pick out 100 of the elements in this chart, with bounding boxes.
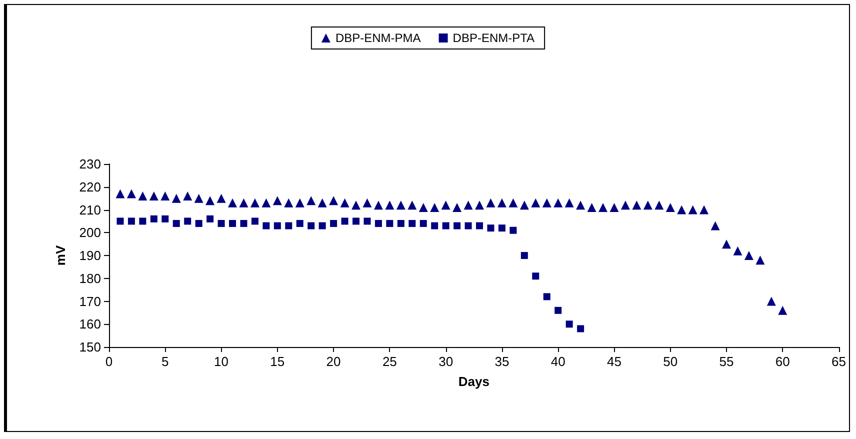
- point: [620, 200, 630, 210]
- point: [396, 200, 406, 210]
- point: [486, 198, 496, 208]
- point: [251, 218, 258, 225]
- point: [262, 198, 271, 208]
- point: [229, 220, 236, 227]
- point: [128, 218, 135, 225]
- point: [160, 192, 170, 201]
- legend-label: DBP-ENM-PTA: [452, 31, 535, 45]
- y-tick-label: 210: [79, 202, 101, 218]
- point: [116, 189, 125, 198]
- y-tick-label: 230: [79, 156, 101, 172]
- point: [464, 200, 473, 210]
- x-tick-label: 50: [663, 354, 678, 369]
- point: [250, 198, 260, 208]
- point: [576, 200, 586, 210]
- point: [184, 218, 192, 225]
- y-tick-label: 170: [79, 294, 101, 309]
- point: [150, 215, 158, 222]
- point: [598, 202, 608, 212]
- point: [454, 222, 461, 230]
- point: [464, 222, 472, 230]
- point: [138, 192, 148, 201]
- point: [296, 220, 304, 227]
- point: [194, 194, 204, 203]
- point: [532, 272, 540, 280]
- x-tick-label: 10: [214, 354, 229, 369]
- point: [543, 293, 550, 300]
- x-tick-label: 25: [382, 354, 397, 369]
- point: [228, 198, 237, 208]
- y-tick-label: 180: [79, 270, 101, 286]
- point: [688, 205, 698, 214]
- point: [341, 218, 348, 225]
- point: [654, 200, 664, 210]
- point: [218, 220, 225, 227]
- point: [744, 251, 754, 260]
- point: [340, 198, 350, 208]
- point: [442, 222, 450, 230]
- point: [710, 221, 720, 230]
- point: [610, 202, 619, 212]
- x-tick-label: 30: [438, 354, 454, 369]
- point: [520, 252, 528, 259]
- point: [778, 306, 788, 315]
- point: [566, 320, 573, 328]
- point: [542, 198, 552, 208]
- point: [374, 220, 382, 227]
- point: [116, 218, 124, 225]
- point: [206, 196, 215, 206]
- point: [183, 192, 192, 201]
- point: [139, 218, 146, 225]
- x-tick-label: 20: [326, 354, 341, 369]
- point: [352, 218, 360, 225]
- point: [520, 200, 529, 210]
- point: [240, 220, 248, 227]
- point: [498, 224, 506, 232]
- point: [318, 222, 326, 230]
- point: [766, 296, 776, 306]
- x-tick-label: 45: [606, 354, 622, 369]
- x-tick-label: 60: [775, 354, 790, 369]
- point: [431, 222, 438, 230]
- point: [452, 202, 462, 212]
- point: [330, 220, 338, 227]
- point: [308, 222, 315, 230]
- point: [329, 196, 338, 206]
- point: [318, 198, 327, 208]
- point: [554, 306, 562, 314]
- point: [418, 202, 428, 212]
- legend-label: DBP-ENM-PMA: [335, 31, 421, 45]
- y-tick-label: 160: [79, 316, 101, 332]
- point: [756, 256, 765, 265]
- point: [632, 200, 642, 210]
- point: [510, 226, 517, 234]
- point: [216, 194, 226, 203]
- point: [497, 198, 506, 208]
- point: [172, 194, 181, 203]
- point: [239, 198, 248, 208]
- point: [564, 198, 574, 208]
- y-tick-label: 190: [79, 248, 101, 263]
- point: [386, 220, 394, 227]
- point: [352, 200, 360, 210]
- x-tick-label: 15: [270, 354, 285, 369]
- point: [262, 222, 270, 230]
- point: [475, 200, 484, 210]
- point: [364, 218, 371, 225]
- point: [385, 200, 394, 210]
- y-tick-label: 150: [79, 340, 101, 354]
- point: [306, 196, 316, 206]
- point: [700, 205, 709, 214]
- point: [362, 198, 372, 208]
- x-tick-label: 55: [719, 354, 734, 369]
- x-tick-label: 35: [494, 354, 510, 369]
- point: [508, 198, 518, 208]
- x-tick-label: 5: [162, 354, 169, 369]
- point: [587, 202, 596, 212]
- point: [487, 224, 494, 232]
- point: [677, 205, 686, 214]
- point: [274, 222, 281, 230]
- point: [554, 198, 563, 208]
- point: [162, 215, 169, 222]
- x-tick-label: 40: [550, 354, 566, 369]
